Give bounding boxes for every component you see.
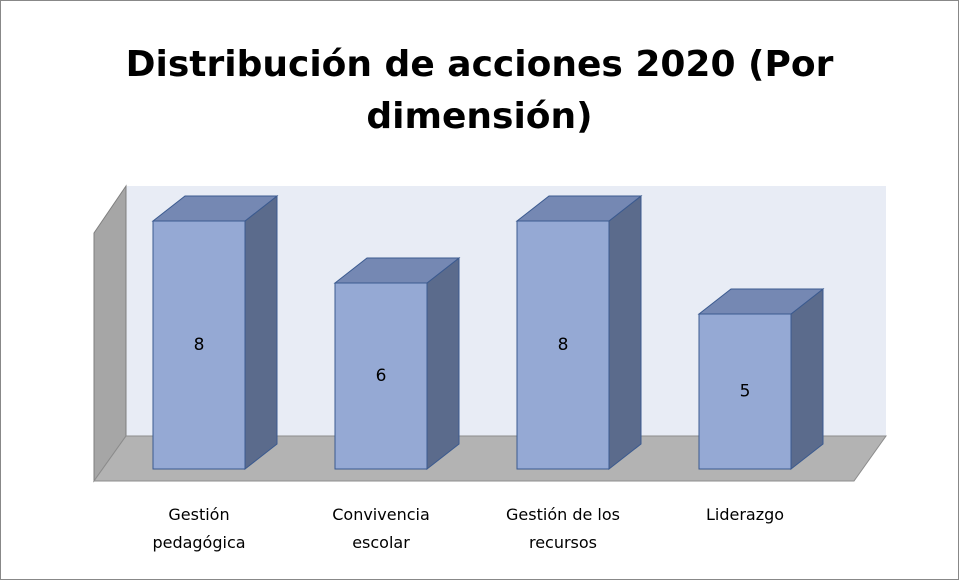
back-wall — [126, 186, 886, 436]
bar — [152, 220, 246, 470]
side-wall — [93, 184, 127, 483]
bar — [698, 313, 792, 470]
value-label: 8 — [558, 335, 569, 355]
bar-side — [790, 287, 824, 471]
x-tick-label: Gestión de los recursos — [506, 505, 620, 552]
bar-side — [244, 194, 278, 471]
chart-title: Distribución de acciones 2020 (Por dimen… — [125, 44, 834, 137]
x-tick-label: Liderazgo — [705, 505, 785, 524]
bar — [516, 220, 610, 470]
bar-side — [426, 256, 460, 471]
x-tick-label: Convivencia escolar — [332, 505, 430, 552]
bar-side — [608, 194, 642, 471]
title-box: Distribución de acciones 2020 (Por dimen… — [1, 39, 958, 143]
floor — [93, 435, 887, 482]
value-label: 6 — [376, 366, 387, 386]
x-tick-label: Gestión pedagógica — [152, 505, 246, 552]
value-label: 5 — [740, 382, 751, 402]
bar — [334, 282, 428, 470]
value-label: 8 — [194, 335, 205, 355]
